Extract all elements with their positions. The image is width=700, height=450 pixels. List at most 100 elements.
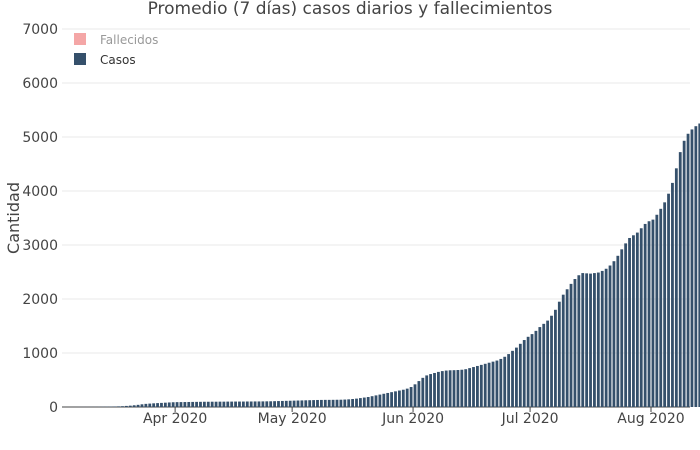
bar-casos [596,272,600,407]
bar-casos [245,401,249,407]
bar-casos [678,152,682,407]
bar-casos [238,401,241,407]
bar-casos [183,402,187,407]
bar-casos [483,363,487,407]
bar-casos [682,140,686,407]
bar-casos [117,406,120,407]
bar-casos [464,369,468,407]
bar-casos [347,399,351,407]
x-tick-label: May 2020 [258,411,327,427]
bar-casos [561,294,565,407]
bar-casos [518,343,522,407]
bar-casos [163,402,167,407]
bar-casos [643,223,647,407]
bar-casos [343,399,347,407]
y-axis-ticks: 0 1000 2000 3000 4000 5000 6000 7000 [22,22,58,416]
bar-casos [507,354,511,407]
bar-casos [195,401,198,407]
bar-casos [604,268,608,407]
bar-casos [405,388,409,407]
y-tick-label: 3000 [22,238,58,254]
legend[interactable]: Fallecidos Casos [74,33,158,67]
bar-casos [440,371,444,407]
bar-casos [230,401,234,407]
bar-casos [273,401,276,407]
bar-casos [429,374,433,407]
grid-lines [62,28,690,408]
bar-casos [288,400,292,407]
bar-casos [241,401,245,407]
bar-casos [331,399,335,407]
y-tick-label: 2000 [22,292,58,308]
bar-casos [284,400,288,407]
bar-casos [425,375,429,407]
bar-casos [468,368,472,407]
bar-casos [593,273,596,407]
chart-title: Promedio (7 días) casos diarios y fallec… [148,0,553,19]
bar-casos [175,402,179,407]
y-axis-title: Cantidad [4,182,23,254]
bar-casos [452,370,456,407]
x-tick-label: Apr 2020 [143,411,207,427]
bar-casos [214,401,218,407]
bar-casos [280,400,284,407]
bar-casos [378,394,382,407]
bar-casos [300,400,304,407]
bars [62,123,700,407]
bar-casos [401,389,405,407]
bar-casos [265,401,269,407]
bar-casos [686,133,690,407]
bar-casos [651,219,655,407]
bar-casos [530,334,534,407]
bar-casos [187,401,191,407]
bar-casos [557,301,561,407]
bar-casos [335,399,339,407]
x-axis-ticks: Apr 2020 May 2020 Jun 2020 Jul 2020 Aug 2020 [143,407,685,427]
bar-casos [358,398,362,407]
bar-casos [261,401,265,407]
bar-casos [542,323,546,407]
bar-casos [639,228,643,407]
bar-casos [128,405,132,407]
bar-casos [526,336,530,407]
bar-casos [569,283,573,407]
y-tick-label: 7000 [22,22,58,38]
y-tick-label: 1000 [22,346,58,362]
bar-casos [202,401,206,407]
y-tick-label: 5000 [22,130,58,146]
bar-casos [218,401,222,407]
bar-casos [550,315,553,407]
bar-casos [608,265,612,407]
bar-casos [394,391,397,407]
bar-casos [413,384,417,407]
x-tick-label: Aug 2020 [617,411,684,427]
bar-casos [694,126,698,407]
bar-casos [296,400,300,407]
bar-casos [460,369,464,407]
bar-casos [339,399,343,407]
bar-casos [156,403,159,407]
bar-casos [409,387,413,407]
bar-casos [382,393,386,407]
y-tick-label: 6000 [22,76,58,92]
legend-label: Casos [100,53,136,67]
bar-casos [351,399,354,407]
bar-casos [499,358,503,407]
bar-casos [136,404,140,407]
bar-casos [515,347,518,407]
bar-casos [308,400,312,407]
bar-casos [222,401,226,407]
bar-casos [690,129,694,407]
bar-casos [600,270,604,407]
bar-casos [671,182,674,407]
bar-casos [226,401,230,407]
bar-casos [479,364,483,407]
bar-casos [140,404,144,407]
bar-casos [616,255,620,407]
y-tick-label: 4000 [22,184,58,200]
bar-casos [292,400,296,407]
legend-label: Fallecidos [100,33,158,47]
bar-casos [210,401,214,407]
bar-casos [655,214,659,407]
bar-casos [323,399,327,407]
